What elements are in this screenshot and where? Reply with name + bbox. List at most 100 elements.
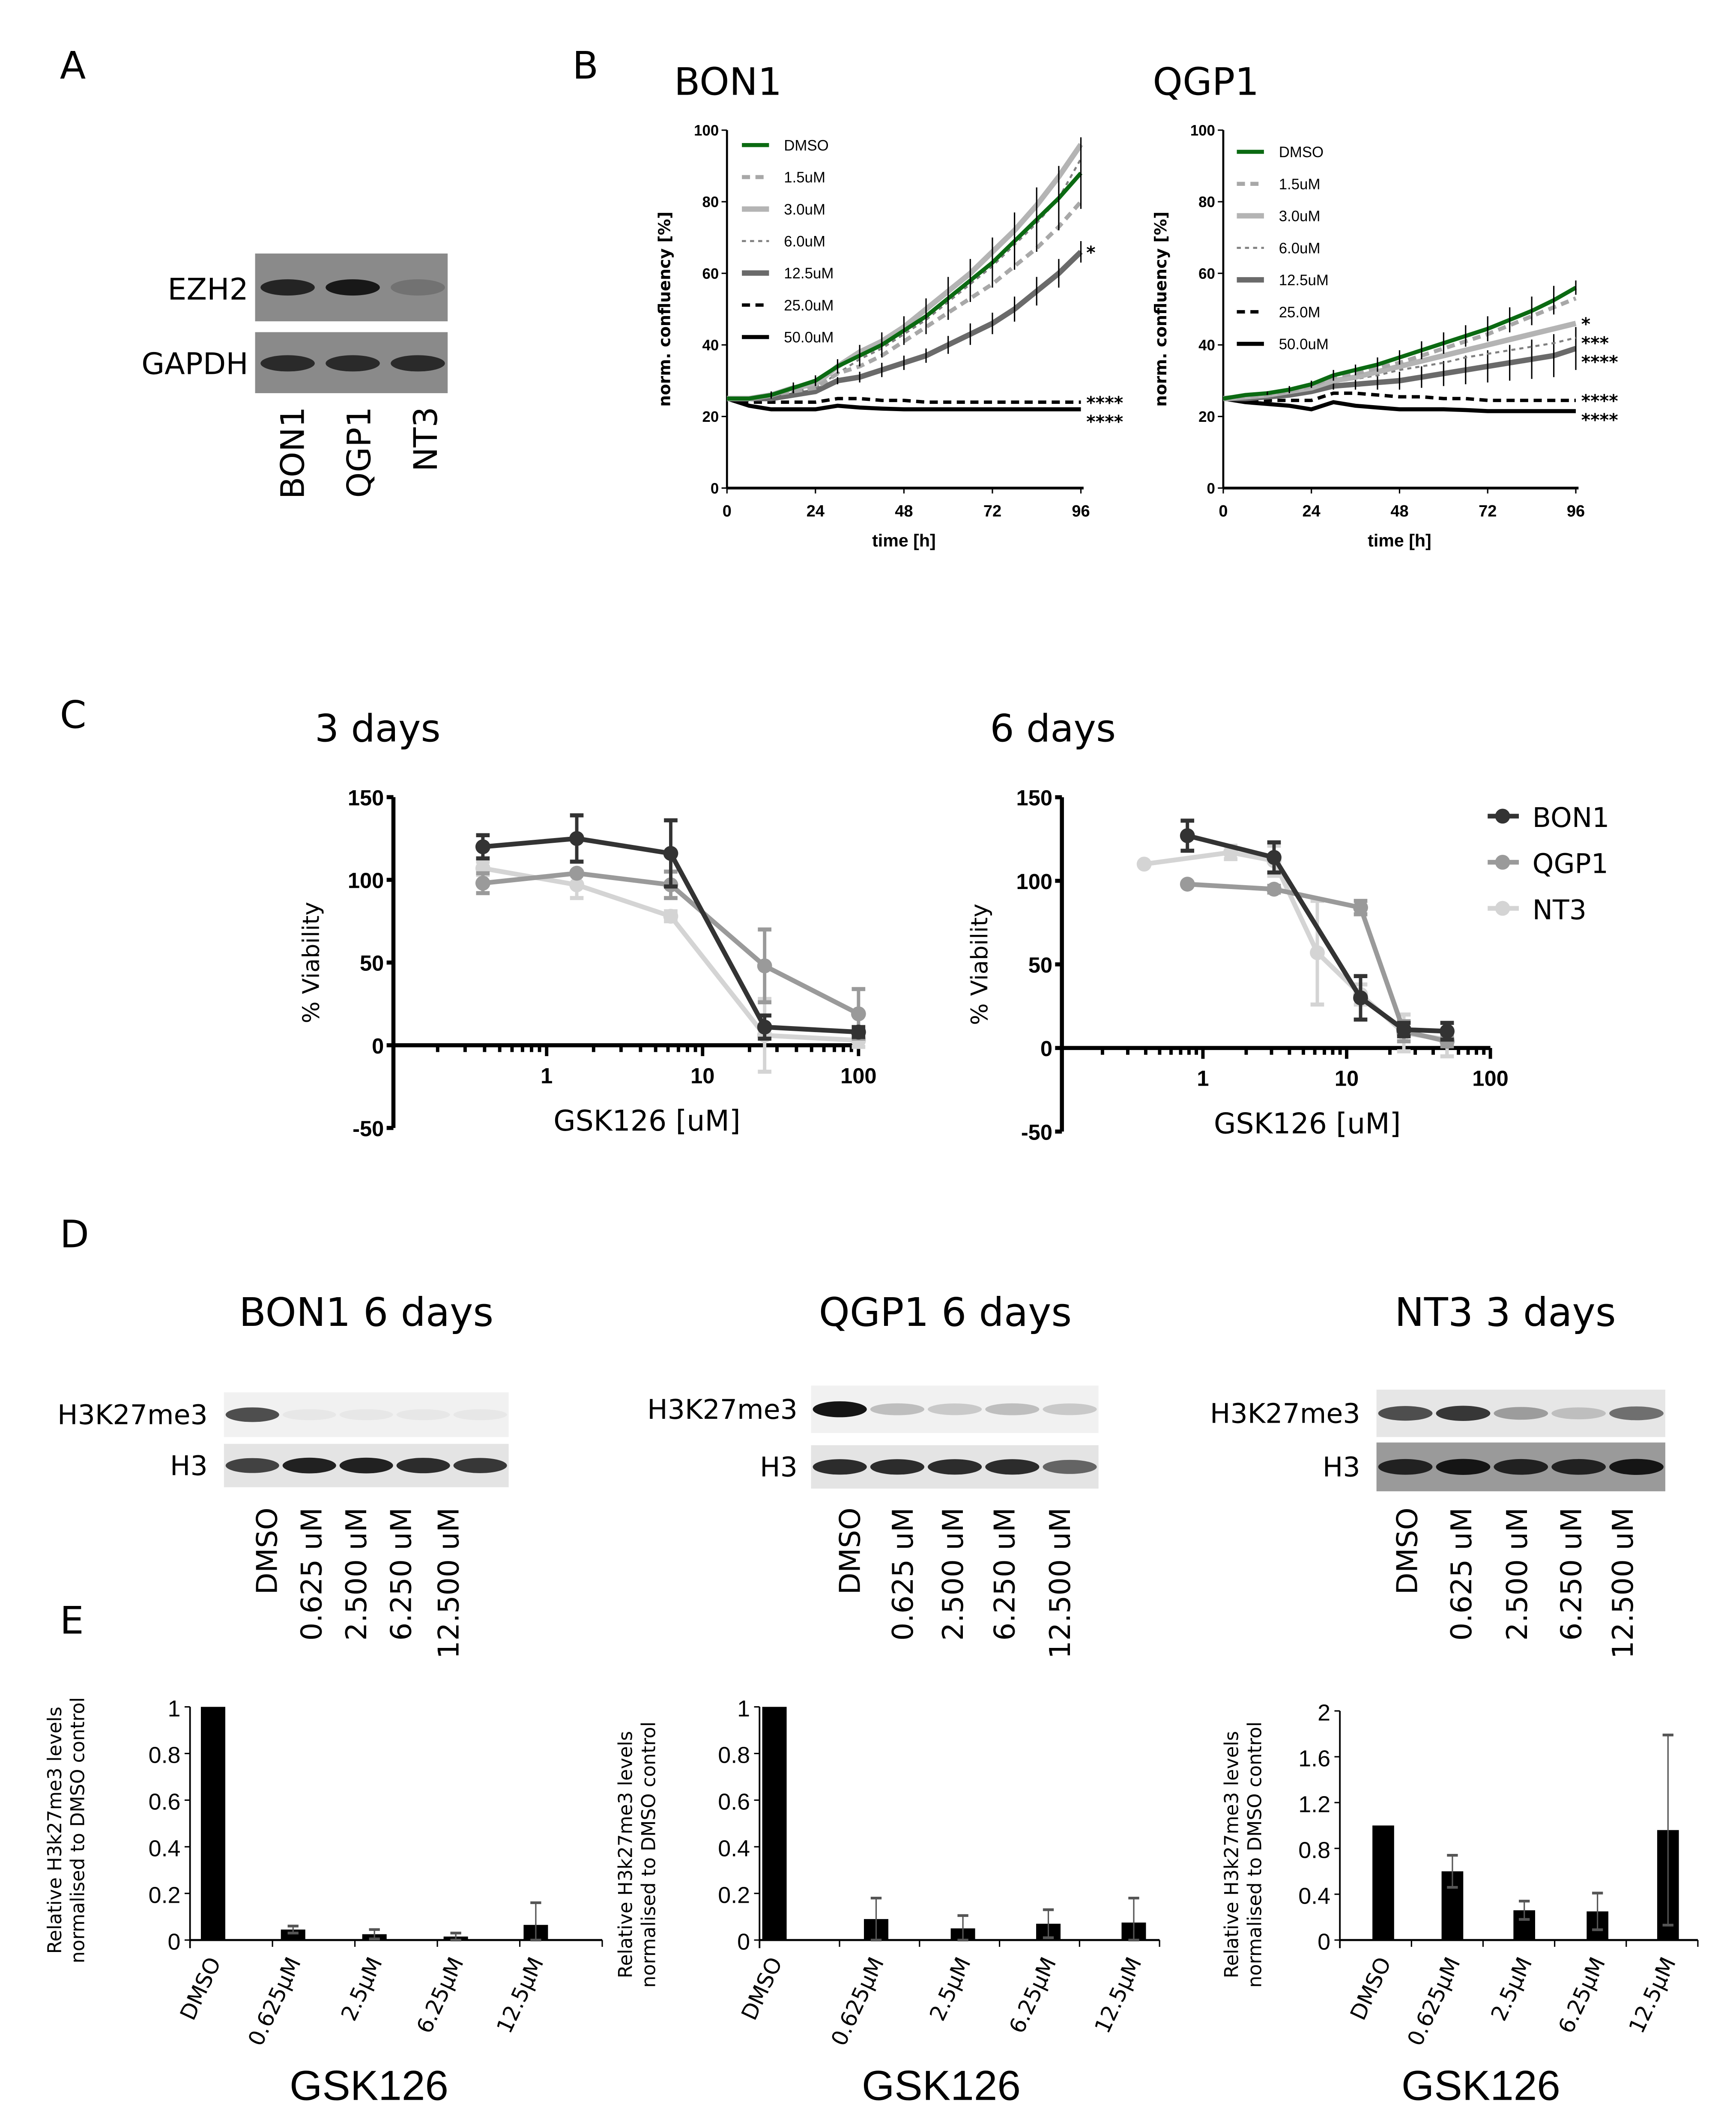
legend-label: 50.0uM (1279, 336, 1329, 352)
row-label-gapdh: GAPDH (141, 347, 248, 382)
row-label-h3: H3 (1323, 1451, 1360, 1483)
y-tick-label: 0.2 (718, 1882, 750, 1908)
x-axis-label: time [h] (1368, 531, 1431, 550)
band (1551, 1459, 1606, 1475)
viability-chart-6-days: -50 0 50 100 150 1 10 100 GSK126 [uM] % Viability (966, 786, 1509, 1145)
band (1609, 1406, 1664, 1421)
band (928, 1403, 982, 1415)
x-tick-label: 10 (1335, 1066, 1359, 1091)
significance-stars: *** (1581, 333, 1609, 353)
lane-label: 0.625 uM (886, 1507, 920, 1641)
band (1436, 1459, 1491, 1475)
band-ezh2 (260, 279, 315, 296)
lane-label: 0.625 uM (1445, 1507, 1478, 1641)
chart-legend: BON1 QGP1 NT3 (1488, 802, 1609, 925)
legend-label: 3.0uM (784, 201, 825, 218)
band-ezh2 (391, 279, 445, 296)
y-tick-label: 0 (372, 1034, 384, 1058)
y-tick-label: 80 (702, 194, 719, 211)
lane-label: 2.500 uM (936, 1507, 970, 1641)
y-axis-label: normalised to DMSO control (67, 1697, 89, 1964)
x-tick-label: 24 (1303, 502, 1321, 520)
row-label-h3k27me3: H3K27me3 (1210, 1397, 1360, 1429)
band (396, 1409, 450, 1421)
legend-label: 25.0M (1279, 304, 1321, 321)
x-tick-label: 0 (1219, 502, 1228, 520)
y-tick-label: -50 (353, 1116, 384, 1141)
band (813, 1401, 867, 1418)
legend-label: 6.0uM (1279, 240, 1321, 257)
band (1043, 1459, 1097, 1474)
data-point-bon1 (569, 831, 584, 846)
blot-title: NT3 3 days (1395, 1289, 1616, 1335)
y-tick-label: 50 (1028, 953, 1052, 977)
y-tick-label: 150 (348, 785, 384, 810)
data-point-bon1 (663, 846, 678, 861)
legend-label: 1.5uM (1279, 176, 1321, 193)
blot-bands (260, 279, 445, 372)
band (1378, 1406, 1433, 1421)
band (453, 1409, 507, 1421)
band-ezh2 (326, 279, 380, 296)
band (985, 1459, 1040, 1475)
data-point-bon1 (1353, 990, 1368, 1006)
chart-title-bon1: BON1 (674, 60, 782, 104)
y-tick-label: 100 (1190, 122, 1215, 139)
x-tick-label: 24 (807, 502, 825, 520)
x-tick-label: 100 (840, 1063, 877, 1088)
confluency-chart-bon1: 0 20 40 60 80 100 0 24 48 72 96 time [h] norm. confl… (655, 122, 1123, 550)
x-axis-label: GSK126 [uM] (553, 1104, 741, 1137)
y-tick-label: 1.6 (1298, 1746, 1330, 1771)
lane-label: 6.250 uM (1555, 1507, 1588, 1641)
x-axis-title: GSK126 (1401, 2062, 1560, 2109)
legend-label: 6.0uM (784, 233, 825, 250)
lane-label: 12.500 uM (1606, 1507, 1640, 1659)
band-gapdh (260, 355, 315, 372)
data-point-qgp1 (757, 958, 772, 973)
lane-label: NT3 (406, 407, 445, 472)
legend-label: DMSO (1279, 144, 1324, 161)
band-gapdh (326, 355, 380, 372)
y-tick-label: 0.2 (149, 1882, 181, 1908)
chart-title-3-days: 3 days (315, 707, 441, 751)
data-point-bon1 (1267, 850, 1282, 865)
legend-label: QGP1 (1533, 848, 1608, 880)
band (282, 1409, 336, 1421)
y-axis-label: Relative H3k27me3 levels (615, 1731, 637, 1978)
data-point-qgp1 (1353, 900, 1368, 915)
legend-marker (1495, 809, 1510, 824)
y-tick-label: 0.8 (1298, 1837, 1330, 1863)
x-axis-title: GSK126 (290, 2062, 448, 2109)
x-tick-label: 48 (895, 502, 913, 520)
x-tick-label: 0 (723, 502, 732, 520)
blot-nt3-3-days: NT3 3 days H3K27me3 H3 DMSO 0.625 uM 2.500 uM… (1210, 1289, 1665, 1659)
legend-label: BON1 (1533, 802, 1610, 833)
panel-letter-c: C (60, 693, 87, 737)
x-tick-label: 1 (1197, 1066, 1209, 1091)
data-point-qgp1 (569, 866, 584, 881)
series-line-25-0um (726, 397, 1081, 404)
legend-marker (1495, 854, 1510, 870)
lane-label: QGP1 (340, 407, 378, 498)
y-tick-label: 0.8 (149, 1743, 181, 1768)
series-line-50-0um (1223, 397, 1576, 413)
y-tick-label: 80 (1198, 194, 1215, 211)
y-tick-label: 0.6 (718, 1789, 750, 1815)
y-tick-label: 100 (1016, 869, 1053, 894)
panel-a-western-blot: EZH2 GAPDH BON1 QGP1 NT3 (141, 253, 448, 499)
lane-label: BON1 (274, 407, 312, 499)
y-tick-label: 60 (1198, 266, 1215, 282)
band (1494, 1459, 1548, 1475)
series-line-50-0um (726, 397, 1081, 412)
band (813, 1459, 867, 1475)
band (339, 1409, 393, 1421)
lane-label: DMSO (1391, 1507, 1424, 1594)
y-axis-label: % Viability (966, 904, 993, 1025)
lane-label: 6.250 uM (988, 1507, 1021, 1641)
legend-label: 1.5uM (784, 169, 825, 186)
band (282, 1457, 336, 1474)
panel-letter-e: E (60, 1599, 84, 1643)
y-tick-label: 0 (1207, 480, 1215, 497)
y-tick-label: 0 (711, 480, 719, 497)
